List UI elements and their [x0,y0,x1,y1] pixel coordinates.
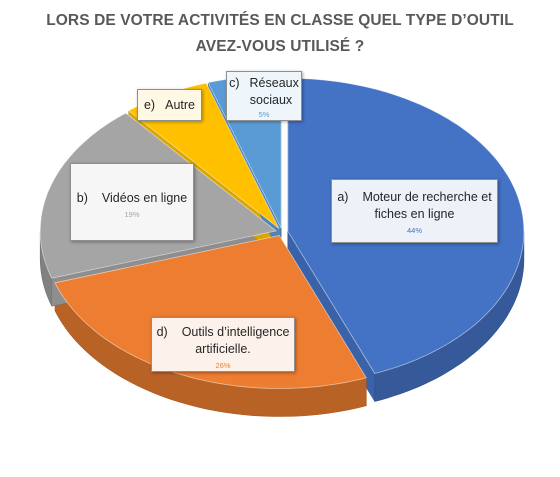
label-autre: e) Autre [137,89,202,121]
label-moteur-recherche: a) Moteur de recherche et fiches en ligne… [331,179,498,243]
chart-title: LORS DE VOTRE ACTIVITÉS EN CLASSE QUEL T… [0,8,560,60]
chart-title-line-2: AVEZ-VOUS UTILISÉ ? [195,38,365,55]
label-reseaux-sociaux: c) Réseaux sociaux 5% [226,71,302,121]
label-outils-ia: d) Outils d’intelligence artificielle. 26… [151,317,295,372]
label-videos: b) Vidéos en ligne 19% [70,163,194,241]
chart-title-line-1: LORS DE VOTRE ACTIVITÉS EN CLASSE QUEL T… [46,12,514,29]
